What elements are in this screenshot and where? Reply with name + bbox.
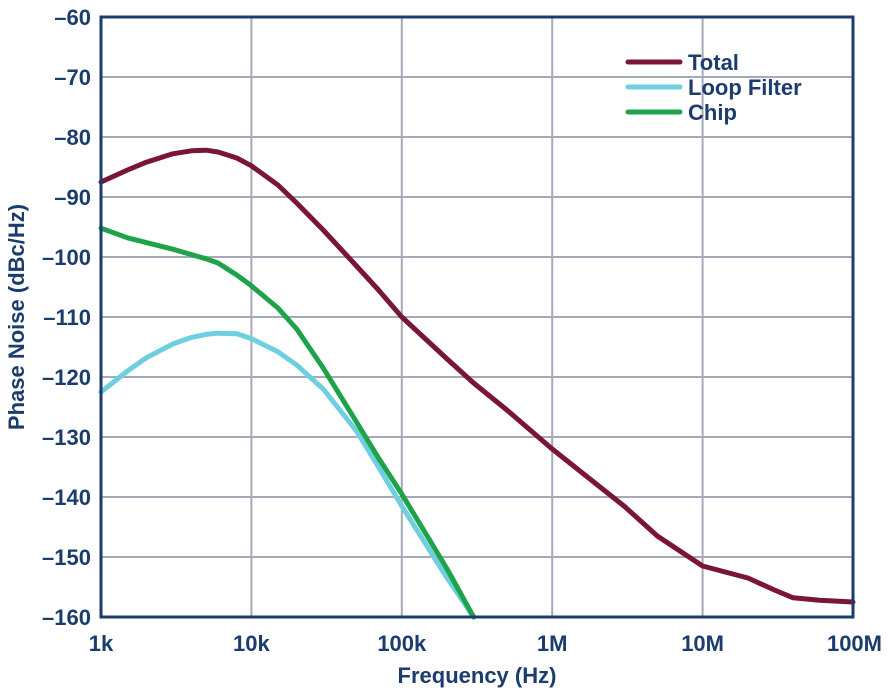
series-line-chip xyxy=(98,225,477,620)
y-tick-label: –80 xyxy=(54,125,91,150)
y-tick-label: –90 xyxy=(54,185,91,210)
plot-frame xyxy=(99,15,855,619)
y-tick-label: –130 xyxy=(42,425,91,450)
x-tick-label: 10M xyxy=(681,631,724,656)
x-tick-label: 100k xyxy=(377,631,427,656)
x-tick-label: 1k xyxy=(89,631,114,656)
x-tick-label: 1M xyxy=(537,631,568,656)
legend: Total Loop Filter Chip xyxy=(625,50,802,125)
x-axis-title: Frequency (Hz) xyxy=(398,663,557,688)
legend-label-loop-filter: Loop Filter xyxy=(688,75,802,100)
y-tick-label: –160 xyxy=(42,605,91,630)
x-tick-label: 10k xyxy=(233,631,270,656)
y-tick-label: –110 xyxy=(43,305,91,330)
y-tick-label: –60 xyxy=(54,5,91,30)
grid xyxy=(101,17,853,617)
y-tick-label: –150 xyxy=(42,545,91,570)
series-lines xyxy=(98,147,856,620)
legend-label-chip: Chip xyxy=(688,100,737,125)
y-tick-label: –100 xyxy=(42,245,91,270)
x-axis-ticks: 1k 10k 100k 1M 10M 100M xyxy=(89,631,882,656)
y-tick-label: –120 xyxy=(42,365,91,390)
legend-label-total: Total xyxy=(688,50,739,75)
series-line-total xyxy=(98,147,856,605)
series-line-loop-filter xyxy=(98,330,477,620)
y-axis-title: Phase Noise (dBc/Hz) xyxy=(4,204,29,430)
x-tick-label: 100M xyxy=(827,631,882,656)
y-tick-label: –140 xyxy=(42,485,91,510)
y-axis-ticks: –60 –70 –80 –90 –100 –110 –120 –130 –140 –150 –160 xyxy=(42,5,91,630)
y-tick-label: –70 xyxy=(54,65,91,90)
